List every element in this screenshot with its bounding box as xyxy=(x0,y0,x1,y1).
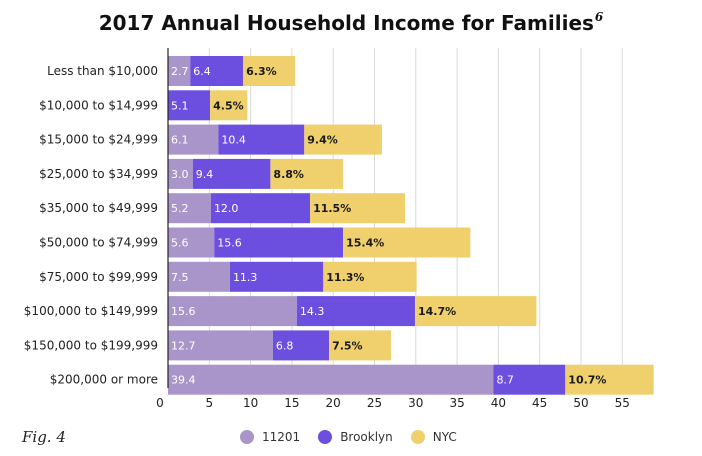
x-tick-label: 15 xyxy=(284,396,299,410)
x-tick-label: 35 xyxy=(449,396,464,410)
category-label: $75,000 to $99,999 xyxy=(39,270,158,284)
legend-item-11201: 11201 xyxy=(240,430,300,444)
data-label: 2.7 xyxy=(171,65,189,78)
data-label: 15.4% xyxy=(346,237,384,250)
bar-segment xyxy=(190,56,244,86)
data-label: 10.4 xyxy=(221,134,246,147)
bar-segment xyxy=(168,124,219,155)
figure-label: Fig. 4 xyxy=(22,428,66,446)
data-label: 5.2 xyxy=(171,202,189,215)
category-label: $15,000 to $24,999 xyxy=(39,133,158,147)
bar-segment xyxy=(270,158,344,189)
x-tick-label: 50 xyxy=(573,396,588,410)
bar-segment xyxy=(343,227,471,258)
bar-segment xyxy=(329,330,392,361)
data-label: 6.4 xyxy=(193,65,211,78)
x-tick-label: 30 xyxy=(408,396,423,410)
data-label: 5.6 xyxy=(171,237,189,250)
legend-swatch-nyc xyxy=(410,430,425,444)
x-tick-label: 0 xyxy=(156,396,164,410)
category-label: Less than $10,000 xyxy=(47,64,158,78)
data-label: 12.7 xyxy=(171,339,196,352)
data-label: 12.0 xyxy=(214,202,239,215)
bar-segment xyxy=(218,124,305,155)
bar-segment xyxy=(168,364,494,395)
legend: 11201 Brooklyn NYC xyxy=(240,430,457,444)
legend-swatch-11201 xyxy=(240,430,254,444)
data-label: 39.4 xyxy=(171,374,196,387)
bar-segment xyxy=(565,364,654,395)
data-label: 11.3 xyxy=(233,271,258,284)
data-label: 10.7% xyxy=(568,374,606,387)
chart-title-text: 2017 Annual Household Income for Familie… xyxy=(99,11,594,35)
legend-item-nyc: NYC xyxy=(410,430,457,444)
data-label: 8.8% xyxy=(273,168,304,181)
bar-segment xyxy=(210,90,248,121)
chart-title: 2017 Annual Household Income for Familie… xyxy=(99,10,604,35)
data-label: 6.3% xyxy=(246,65,277,78)
bar-segment xyxy=(168,227,215,258)
bar-segment xyxy=(210,193,311,224)
x-tick-label: 20 xyxy=(326,396,341,410)
bar-segment xyxy=(243,56,296,86)
data-label: 14.7% xyxy=(418,305,456,318)
data-label: 14.3 xyxy=(300,305,325,318)
bar-segment xyxy=(168,261,230,292)
data-label: 9.4 xyxy=(196,168,214,181)
category-label: $50,000 to $74,999 xyxy=(39,236,158,250)
data-label: 5.1 xyxy=(171,99,189,112)
data-label: 4.5% xyxy=(213,99,244,112)
data-label: 15.6 xyxy=(171,305,196,318)
bar-segment xyxy=(296,296,415,327)
category-label: $150,000 to $199,999 xyxy=(24,338,158,352)
x-tick-label: 45 xyxy=(532,396,547,410)
data-label: 11.5% xyxy=(313,202,351,215)
data-label: 15.6 xyxy=(217,237,242,250)
bar-segment xyxy=(168,193,211,224)
data-label: 9.4% xyxy=(307,134,338,147)
bar-segment xyxy=(414,296,537,327)
data-label: 8.7 xyxy=(496,374,513,387)
data-label: 7.5% xyxy=(332,339,363,352)
category-labels: Less than $10,000 $10,000 to $14,999 $15,0… xyxy=(24,64,158,387)
legend-label-11201: 11201 xyxy=(262,430,301,444)
bar-segment xyxy=(168,296,297,327)
bar-segment xyxy=(168,330,273,361)
category-label: $200,000 or more xyxy=(50,373,158,387)
legend-label-nyc: NYC xyxy=(432,430,457,444)
data-label: 6.8 xyxy=(276,339,294,352)
bar-segment xyxy=(272,330,330,361)
data-label: 7.5 xyxy=(171,271,189,284)
legend-label-brooklyn: Brooklyn xyxy=(340,430,393,444)
x-tick-label: 25 xyxy=(367,396,382,410)
x-tick-labels: 0 5 10 15 20 25 30 35 40 45 50 55 xyxy=(156,396,630,410)
legend-swatch-brooklyn xyxy=(318,430,333,444)
category-label: $100,000 to $149,999 xyxy=(24,304,158,318)
bar-segment xyxy=(310,193,406,224)
bar-segment xyxy=(214,227,344,258)
bar-segment xyxy=(168,56,191,86)
data-label: 11.3% xyxy=(326,271,364,284)
x-tick-label: 10 xyxy=(243,396,258,410)
x-tick-label: 5 xyxy=(205,396,213,410)
bar-segment xyxy=(229,261,324,292)
data-label: 6.1 xyxy=(171,134,189,147)
bar-segment xyxy=(168,158,193,189)
category-label: $25,000 to $34,999 xyxy=(39,167,158,181)
bar-segment xyxy=(304,124,382,155)
bar-segment xyxy=(168,90,211,121)
chart-title-superscript: 6 xyxy=(595,10,604,24)
category-label: $10,000 to $14,999 xyxy=(39,98,158,112)
legend-item-brooklyn: Brooklyn xyxy=(318,430,393,444)
bar-segment xyxy=(192,158,271,189)
category-label: $35,000 to $49,999 xyxy=(39,201,158,215)
bars: 2.7 6.4 6.3% 5.1 4.5% 6.1 10.4 9.4% 3.0 9.4 8.8% 5.… xyxy=(168,56,654,395)
bar-segment xyxy=(323,261,417,292)
bar-segment xyxy=(493,364,566,395)
x-tick-label: 55 xyxy=(615,396,630,410)
x-tick-label: 40 xyxy=(491,396,506,410)
data-label: 3.0 xyxy=(171,168,189,181)
